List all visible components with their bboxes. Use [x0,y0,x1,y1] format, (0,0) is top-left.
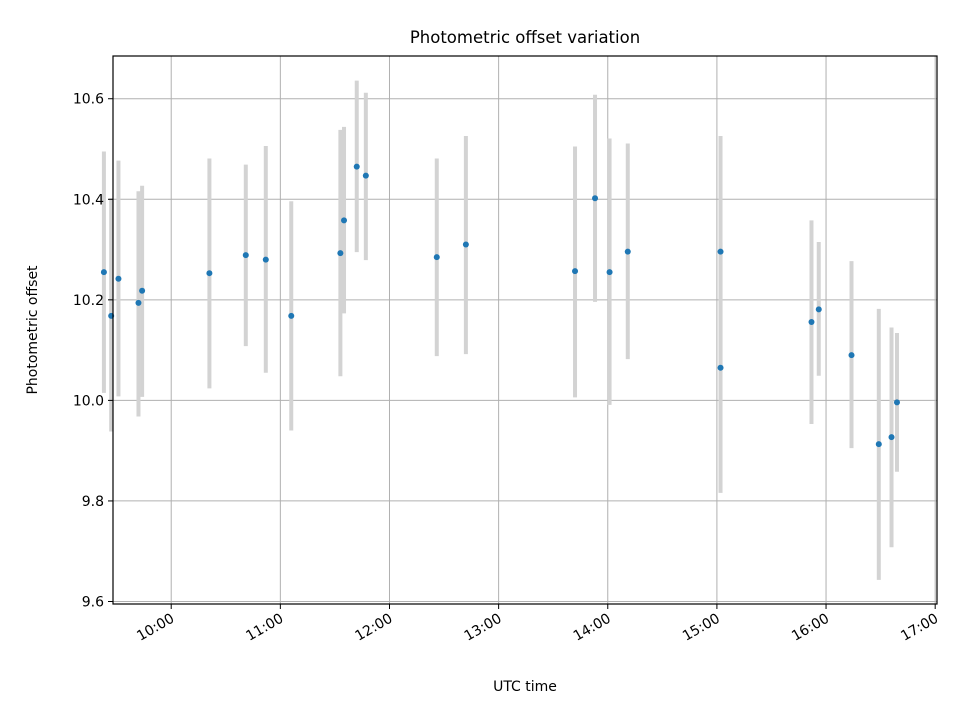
plot-frame [112,55,938,605]
y-tick-label: 9.6 [82,594,104,610]
y-axis: 9.6 9.8 10.0 10.2 10.4 10.6 [73,92,113,610]
data-point [362,172,369,179]
data-point [572,268,579,275]
grid [113,56,937,604]
data-point [206,270,213,277]
data-point [115,275,122,282]
y-tick-label: 10.0 [73,393,104,409]
data-point [337,250,344,257]
data-point [433,254,440,261]
x-axis-label: UTC time [493,679,557,695]
data-point [848,352,855,359]
data-point [808,318,815,325]
data-point [100,269,107,276]
data-points [100,163,900,448]
data-point [242,252,249,259]
data-point [135,299,142,306]
y-tick-label: 10.4 [73,192,104,208]
data-point [717,248,724,255]
data-point [888,434,895,441]
y-tick-label: 10.2 [73,293,104,309]
data-point [139,287,146,294]
data-point [624,248,631,255]
data-point [262,256,269,263]
y-tick-label: 10.6 [73,92,104,108]
data-point [462,241,469,248]
data-point [875,441,882,448]
data-point [815,306,822,313]
data-point [893,399,900,406]
data-point [288,312,295,319]
data-point [341,217,348,224]
y-tick-label: 9.8 [82,494,104,510]
y-axis-label: Photometric offset [25,265,41,395]
chart-title: Photometric offset variation [410,28,640,47]
data-point [606,269,613,276]
data-point [717,364,724,371]
data-point [592,195,599,202]
data-point [353,163,360,170]
